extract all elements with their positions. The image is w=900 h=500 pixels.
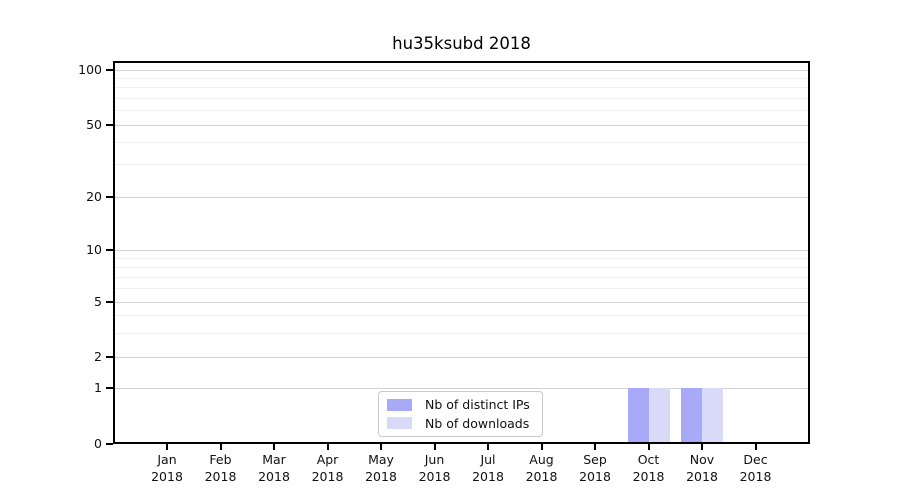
grid-minor-line <box>113 87 810 88</box>
grid-minor-line <box>113 277 810 278</box>
y-axis-tick-label: 1 <box>94 380 102 395</box>
x-axis-tick-label-year: 2018 <box>365 468 397 484</box>
y-axis-tick-label: 10 <box>86 242 102 257</box>
x-axis-tick-label: May 2018 <box>353 452 409 485</box>
x-axis-tick-mark <box>754 444 757 450</box>
grid-minor-line <box>113 78 810 79</box>
x-axis-tick-label: Sep 2018 <box>567 452 623 485</box>
x-axis-tick-label-year: 2018 <box>686 468 718 484</box>
x-axis-tick-mark <box>487 444 489 450</box>
x-axis-tick-mark <box>701 444 703 450</box>
x-axis-tick-mark <box>273 444 275 450</box>
x-axis-tick-label-month: May <box>368 452 394 467</box>
x-axis-tick-label-year: 2018 <box>204 468 237 484</box>
x-axis-tick-label-year: 2018 <box>525 468 558 484</box>
x-axis-tick-label-month: Jan <box>157 452 177 467</box>
x-axis-tick-label: Feb 2018 <box>193 452 249 485</box>
grid-minor-line <box>113 315 810 316</box>
y-axis-tick-mark <box>106 196 113 198</box>
bar-nb-of-downloads-nov-2018 <box>702 388 723 444</box>
grid-major-line <box>113 357 810 358</box>
grid-minor-line <box>113 164 810 165</box>
x-axis-tick-label-year: 2018 <box>472 468 504 484</box>
grid-minor-line <box>113 98 810 99</box>
x-axis-tick-mark <box>380 444 382 450</box>
y-axis-tick-mark <box>106 249 113 251</box>
grid-minor-line <box>113 258 810 259</box>
grid-minor-line <box>113 333 810 334</box>
legend: Nb of distinct IPs Nb of downloads <box>378 391 543 437</box>
y-axis-tick-label: 5 <box>94 294 102 309</box>
x-axis-tick-mark <box>166 444 168 450</box>
grid-minor-line <box>113 267 810 268</box>
x-axis-tick-label: Oct 2018 <box>621 452 677 485</box>
x-axis-tick-label-year: 2018 <box>258 468 290 484</box>
y-axis-tick-label: 2 <box>94 349 102 364</box>
bar-nb-of-distinct-ips-oct-2018 <box>627 388 649 444</box>
y-axis-tick-label: 50 <box>86 117 102 132</box>
x-axis-tick-label-year: 2018 <box>739 468 772 484</box>
chart-title: hu35ksubd 2018 <box>392 34 531 53</box>
grid-major-line <box>113 388 810 389</box>
x-axis-tick-label-year: 2018 <box>579 468 611 484</box>
x-axis-tick-label-year: 2018 <box>311 468 344 484</box>
x-axis-tick-mark <box>647 444 650 450</box>
legend-label: Nb of downloads <box>425 415 530 431</box>
x-axis-tick-mark <box>219 444 222 450</box>
grid-major-line <box>113 125 810 126</box>
grid-minor-line <box>113 288 810 289</box>
x-axis-tick-label-year: 2018 <box>632 468 665 484</box>
x-axis-tick-label: Aug 2018 <box>514 452 570 485</box>
bar-nb-of-distinct-ips-nov-2018 <box>681 388 702 444</box>
x-axis-tick-mark <box>540 444 543 450</box>
bar-nb-of-downloads-oct-2018 <box>648 388 670 444</box>
x-axis-tick-label: Jan 2018 <box>139 452 195 485</box>
x-axis-tick-label-month: Mar <box>262 452 286 467</box>
x-axis-tick-label-month: Sep <box>583 452 607 467</box>
y-axis-tick-label: 0 <box>94 436 102 451</box>
y-axis-tick-mark <box>106 443 113 445</box>
y-axis-tick-label: 100 <box>78 62 102 77</box>
x-axis-tick-label-month: Feb <box>209 452 232 467</box>
x-axis-tick-label-month: Oct <box>637 452 660 467</box>
x-axis-tick-label-year: 2018 <box>151 468 183 484</box>
x-axis-tick-label-year: 2018 <box>418 468 451 484</box>
x-axis-tick-label-month: Jun <box>424 452 445 467</box>
grid-major-line <box>113 302 810 303</box>
legend-row: Nb of distinct IPs <box>387 397 534 412</box>
x-axis-tick-label-month: Nov <box>689 452 715 467</box>
legend-swatch-nb-of-distinct-ips <box>387 398 412 411</box>
plot-area <box>113 61 810 444</box>
y-axis-tick-mark <box>106 69 113 71</box>
x-axis-tick-mark <box>433 444 436 450</box>
x-axis-tick-label: Mar 2018 <box>246 452 302 485</box>
legend-row: Nb of downloads <box>387 416 534 431</box>
grid-major-line <box>113 70 810 71</box>
y-axis-tick-mark <box>106 356 113 358</box>
x-axis-tick-label-month: Aug <box>529 452 554 467</box>
x-axis-tick-label-month: Jul <box>480 452 496 467</box>
legend-swatch-nb-of-downloads <box>387 417 412 430</box>
x-axis-tick-label: Dec 2018 <box>728 452 784 485</box>
x-axis-tick-label: Jul 2018 <box>460 452 516 485</box>
grid-minor-line <box>113 110 810 111</box>
grid-major-line <box>113 250 810 251</box>
x-axis-tick-label-month: Apr <box>316 452 339 467</box>
x-axis-tick-label-month: Dec <box>743 452 768 467</box>
y-axis-tick-mark <box>106 301 113 303</box>
grid-minor-line <box>113 142 810 143</box>
grid-major-line <box>113 197 810 198</box>
x-axis-tick-mark <box>326 444 329 450</box>
x-axis-tick-label: Jun 2018 <box>407 452 463 485</box>
x-axis-tick-label: Apr 2018 <box>300 452 356 485</box>
y-axis-tick-label: 20 <box>86 189 102 204</box>
x-axis-tick-mark <box>594 444 596 450</box>
x-axis-tick-label: Nov 2018 <box>674 452 730 485</box>
y-axis-tick-mark <box>106 387 113 389</box>
y-axis-tick-mark <box>106 124 113 126</box>
legend-label: Nb of distinct IPs <box>425 397 530 413</box>
